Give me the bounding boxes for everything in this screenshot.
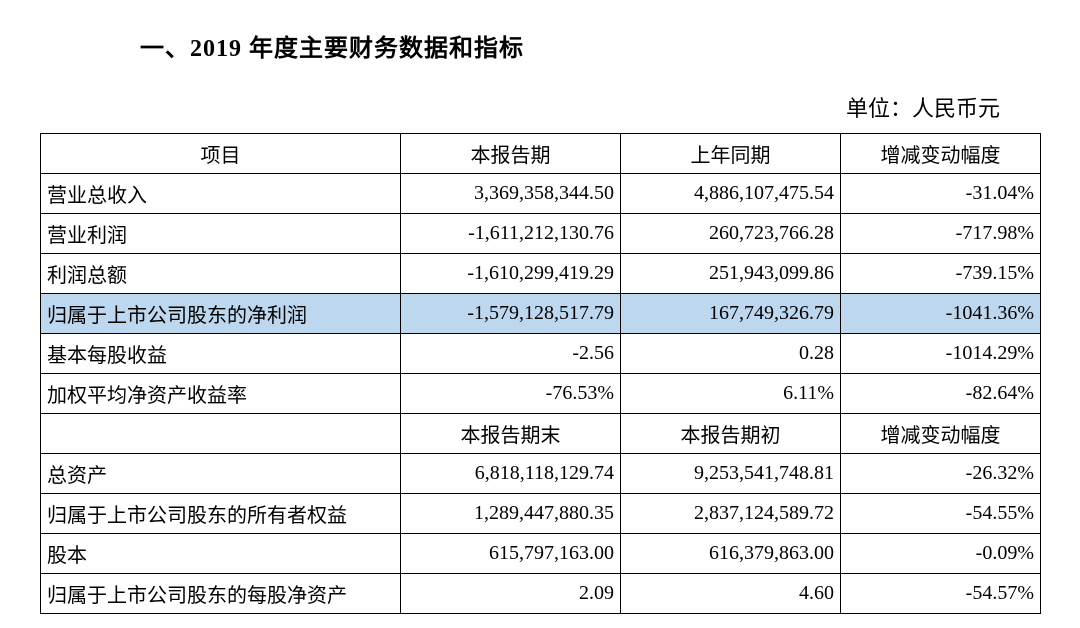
- cell-previous: 251,943,099.86: [621, 254, 841, 294]
- table-row: 营业总收入 3,369,358,344.50 4,886,107,475.54 …: [41, 174, 1041, 214]
- table-row-highlighted: 归属于上市公司股东的净利润 -1,579,128,517.79 167,749,…: [41, 294, 1041, 334]
- table-row: 股本 615,797,163.00 616,379,863.00 -0.09%: [41, 534, 1041, 574]
- cell-current: -1,610,299,419.29: [401, 254, 621, 294]
- cell-change: -54.55%: [841, 494, 1041, 534]
- row-label: 营业利润: [41, 214, 401, 254]
- col-header: 上年同期: [621, 134, 841, 174]
- row-label: 基本每股收益: [41, 334, 401, 374]
- table-row: 总资产 6,818,118,129.74 9,253,541,748.81 -2…: [41, 454, 1041, 494]
- cell-current: -1,579,128,517.79: [401, 294, 621, 334]
- col-header: [41, 414, 401, 454]
- row-label: 归属于上市公司股东的每股净资产: [41, 574, 401, 614]
- cell-previous: 167,749,326.79: [621, 294, 841, 334]
- table-row: 利润总额 -1,610,299,419.29 251,943,099.86 -7…: [41, 254, 1041, 294]
- cell-current: 6,818,118,129.74: [401, 454, 621, 494]
- table-row: 加权平均净资产收益率 -76.53% 6.11% -82.64%: [41, 374, 1041, 414]
- cell-change: -54.57%: [841, 574, 1041, 614]
- cell-change: -31.04%: [841, 174, 1041, 214]
- table-subheader-row: 本报告期末 本报告期初 增减变动幅度: [41, 414, 1041, 454]
- col-header: 本报告期: [401, 134, 621, 174]
- cell-previous: 6.11%: [621, 374, 841, 414]
- col-header: 本报告期末: [401, 414, 621, 454]
- cell-current: -76.53%: [401, 374, 621, 414]
- cell-current: 2.09: [401, 574, 621, 614]
- cell-current: -2.56: [401, 334, 621, 374]
- table-header-row: 项目 本报告期 上年同期 增减变动幅度: [41, 134, 1041, 174]
- col-header: 本报告期初: [621, 414, 841, 454]
- unit-label: 单位：人民币元: [40, 91, 1000, 123]
- page: 一、2019 年度主要财务数据和指标 单位：人民币元 项目 本报告期 上年同期 …: [0, 0, 1080, 628]
- row-label: 加权平均净资产收益率: [41, 374, 401, 414]
- cell-previous: 2,837,124,589.72: [621, 494, 841, 534]
- row-label: 股本: [41, 534, 401, 574]
- col-header: 增减变动幅度: [841, 414, 1041, 454]
- row-label: 归属于上市公司股东的净利润: [41, 294, 401, 334]
- cell-current: 3,369,358,344.50: [401, 174, 621, 214]
- col-header: 项目: [41, 134, 401, 174]
- table-row: 归属于上市公司股东的每股净资产 2.09 4.60 -54.57%: [41, 574, 1041, 614]
- table-row: 归属于上市公司股东的所有者权益 1,289,447,880.35 2,837,1…: [41, 494, 1041, 534]
- cell-change: -1041.36%: [841, 294, 1041, 334]
- row-label: 总资产: [41, 454, 401, 494]
- cell-previous: 260,723,766.28: [621, 214, 841, 254]
- cell-change: -26.32%: [841, 454, 1041, 494]
- financial-table: 项目 本报告期 上年同期 增减变动幅度 营业总收入 3,369,358,344.…: [40, 133, 1041, 614]
- cell-previous: 616,379,863.00: [621, 534, 841, 574]
- cell-previous: 9,253,541,748.81: [621, 454, 841, 494]
- table-row: 基本每股收益 -2.56 0.28 -1014.29%: [41, 334, 1041, 374]
- cell-previous: 4,886,107,475.54: [621, 174, 841, 214]
- row-label: 营业总收入: [41, 174, 401, 214]
- row-label: 归属于上市公司股东的所有者权益: [41, 494, 401, 534]
- cell-change: -717.98%: [841, 214, 1041, 254]
- section-heading: 一、2019 年度主要财务数据和指标: [140, 28, 1040, 63]
- cell-change: -739.15%: [841, 254, 1041, 294]
- cell-current: -1,611,212,130.76: [401, 214, 621, 254]
- cell-previous: 4.60: [621, 574, 841, 614]
- cell-change: -0.09%: [841, 534, 1041, 574]
- cell-previous: 0.28: [621, 334, 841, 374]
- table-row: 营业利润 -1,611,212,130.76 260,723,766.28 -7…: [41, 214, 1041, 254]
- cell-change: -82.64%: [841, 374, 1041, 414]
- cell-current: 1,289,447,880.35: [401, 494, 621, 534]
- cell-current: 615,797,163.00: [401, 534, 621, 574]
- cell-change: -1014.29%: [841, 334, 1041, 374]
- row-label: 利润总额: [41, 254, 401, 294]
- col-header: 增减变动幅度: [841, 134, 1041, 174]
